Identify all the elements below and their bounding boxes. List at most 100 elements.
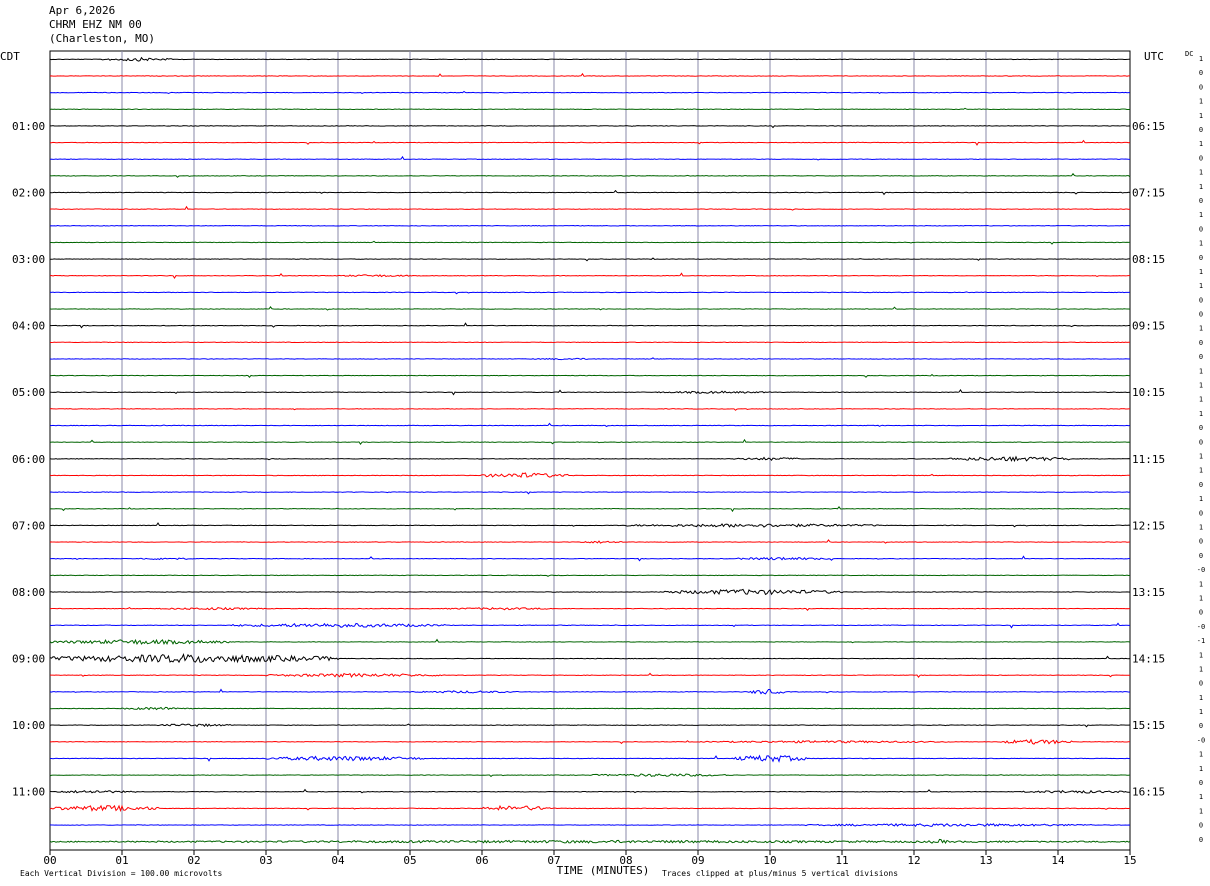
hour-label-left: 06:00 — [12, 453, 45, 466]
dc-offset: 0 — [1199, 254, 1203, 262]
clipping-note: Traces clipped at plus/minus 5 vertical … — [662, 869, 898, 878]
seismic-traces — [49, 56, 1131, 845]
hour-label-left: 03:00 — [12, 253, 45, 266]
dc-offset: 0 — [1199, 538, 1203, 546]
hour-label-right: 06:15 — [1132, 120, 1165, 133]
dc-label: DC — [1185, 50, 1193, 58]
trace-line — [49, 357, 1131, 361]
x-tick-label: 00 — [43, 854, 56, 867]
trace-line — [50, 606, 1131, 611]
x-tick-label: 05 — [403, 854, 416, 867]
trace-line — [49, 90, 1131, 95]
x-tick-label: 01 — [115, 854, 128, 867]
trace-line — [49, 574, 1131, 577]
x-tick-label: 06 — [475, 854, 488, 867]
trace-line — [49, 438, 1131, 445]
hour-label-right: 13:15 — [1132, 586, 1165, 599]
dc-offset: 0 — [1199, 154, 1203, 162]
hour-label-left: 01:00 — [12, 120, 45, 133]
trace-line — [49, 522, 1131, 528]
dc-offset: 0 — [1199, 353, 1203, 361]
dc-offset: 1 — [1199, 765, 1203, 773]
hour-label-right: 11:15 — [1132, 453, 1165, 466]
dc-offset: 1 — [1199, 708, 1203, 716]
dc-offset: 1 — [1199, 112, 1203, 120]
hour-label-right: 12:15 — [1132, 519, 1165, 532]
dc-offset: 1 — [1199, 367, 1203, 375]
plot-grid — [49, 50, 1131, 855]
trace-line — [49, 455, 1131, 463]
header-date: Apr 6,2026 — [49, 4, 116, 17]
trace-line — [49, 804, 1131, 813]
dc-offset: 1 — [1199, 495, 1203, 503]
dc-offset: 1 — [1199, 183, 1203, 191]
trace-line — [49, 723, 1131, 728]
hour-label-right: 14:15 — [1132, 653, 1165, 666]
dc-offset: 1 — [1199, 453, 1203, 461]
vertical-division-note: Each Vertical Division = 100.00 microvol… — [20, 869, 222, 878]
trace-line — [49, 240, 1131, 245]
hour-label-left: 05:00 — [12, 386, 45, 399]
trace-line — [49, 225, 1131, 227]
hour-label-right: 09:15 — [1132, 320, 1165, 333]
dc-offset: 0 — [1199, 722, 1203, 730]
hour-label-right: 10:15 — [1132, 386, 1165, 399]
hour-label-left: 08:00 — [12, 586, 45, 599]
x-tick-label: 08 — [619, 854, 632, 867]
dc-offset: 1 — [1199, 410, 1203, 418]
trace-line — [49, 539, 1131, 544]
trace-line — [49, 788, 1131, 794]
dc-offset: -0 — [1197, 566, 1205, 574]
dc-offset: 1 — [1199, 467, 1203, 475]
trace-line — [49, 272, 1131, 280]
hour-label-right: 16:15 — [1132, 786, 1165, 799]
dc-offset: 0 — [1199, 197, 1203, 205]
cdt-label: CDT — [0, 50, 20, 63]
trace-line — [49, 189, 1131, 196]
dc-offset: 0 — [1199, 836, 1203, 844]
trace-line — [49, 125, 1131, 129]
dc-offset: -1 — [1197, 637, 1205, 645]
dc-offset: 1 — [1199, 694, 1203, 702]
trace-line — [49, 706, 1131, 711]
dc-offset: 0 — [1199, 424, 1203, 432]
dc-offset: 1 — [1199, 169, 1203, 177]
dc-offset: 0 — [1199, 311, 1203, 319]
trace-line — [49, 505, 1131, 513]
trace-line — [49, 388, 1131, 396]
hour-label-left: 09:00 — [12, 653, 45, 666]
dc-offset: 1 — [1199, 382, 1203, 390]
dc-offset: 0 — [1199, 296, 1203, 304]
dc-offset: 1 — [1199, 651, 1203, 659]
dc-offset: 0 — [1199, 339, 1203, 347]
trace-line — [49, 773, 1131, 778]
trace-line — [49, 408, 1131, 411]
trace-line — [50, 257, 1131, 262]
dc-offset: 1 — [1199, 211, 1203, 219]
x-axis-title: TIME (MINUTES) — [557, 864, 650, 877]
dc-offset: 1 — [1199, 325, 1203, 333]
trace-line — [49, 491, 1131, 495]
hour-label-right: 07:15 — [1132, 186, 1165, 199]
header-station: CHRM EHZ NM 00 — [49, 18, 142, 31]
dc-offset: 1 — [1199, 793, 1203, 801]
x-tick-label: 03 — [259, 854, 272, 867]
x-tick-label: 04 — [331, 854, 345, 867]
trace-line — [49, 291, 1131, 295]
trace-line — [49, 672, 1131, 679]
trace-line — [49, 738, 1131, 745]
dc-offset: 1 — [1199, 396, 1203, 404]
dc-offset: 1 — [1199, 807, 1203, 815]
dc-offset: 0 — [1199, 438, 1203, 446]
dc-offset: 1 — [1199, 580, 1203, 588]
dc-offset: 1 — [1199, 240, 1203, 248]
trace-line — [49, 139, 1131, 146]
trace-line — [49, 56, 1131, 62]
hour-label-right: 15:15 — [1132, 719, 1165, 732]
dc-offset: 1 — [1199, 594, 1203, 602]
x-tick-label: 12 — [907, 854, 920, 867]
dc-offset: 1 — [1199, 55, 1203, 63]
plot-frame — [49, 50, 1131, 851]
